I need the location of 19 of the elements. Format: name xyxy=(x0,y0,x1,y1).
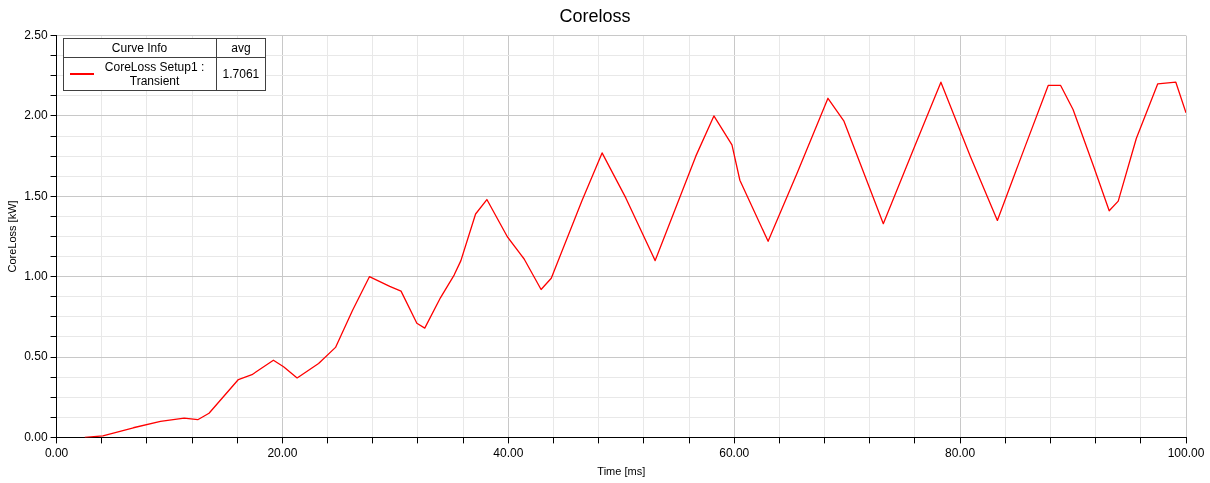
x-tick-label: 20.00 xyxy=(267,445,298,460)
x-axis-title: Time [ms] xyxy=(597,465,646,478)
x-tick-label: 80.00 xyxy=(945,445,976,460)
y-tick-label: 1.50 xyxy=(24,188,48,203)
x-tick-label: 100.00 xyxy=(1167,445,1205,460)
x-tick-label: 60.00 xyxy=(719,445,750,460)
chart-title: Coreloss xyxy=(559,5,631,26)
legend-label: CoreLoss Setup1 : Transient xyxy=(103,59,206,88)
y-tick-label: 0.00 xyxy=(24,429,48,444)
y-tick-label: 2.00 xyxy=(24,108,48,123)
y-tick-label: 1.00 xyxy=(24,268,48,283)
annotation: avg xyxy=(216,38,266,58)
x-tick-label: 0.00 xyxy=(44,445,69,460)
legend-title: Curve Info xyxy=(63,38,217,58)
y-tick-label: 0.50 xyxy=(24,349,48,364)
annotation: 1.7061 xyxy=(216,57,266,91)
y-axis-title: CoreLoss [kW] xyxy=(5,200,18,273)
y-tick-label: 2.50 xyxy=(24,27,48,42)
x-tick-label: 40.00 xyxy=(493,445,524,460)
